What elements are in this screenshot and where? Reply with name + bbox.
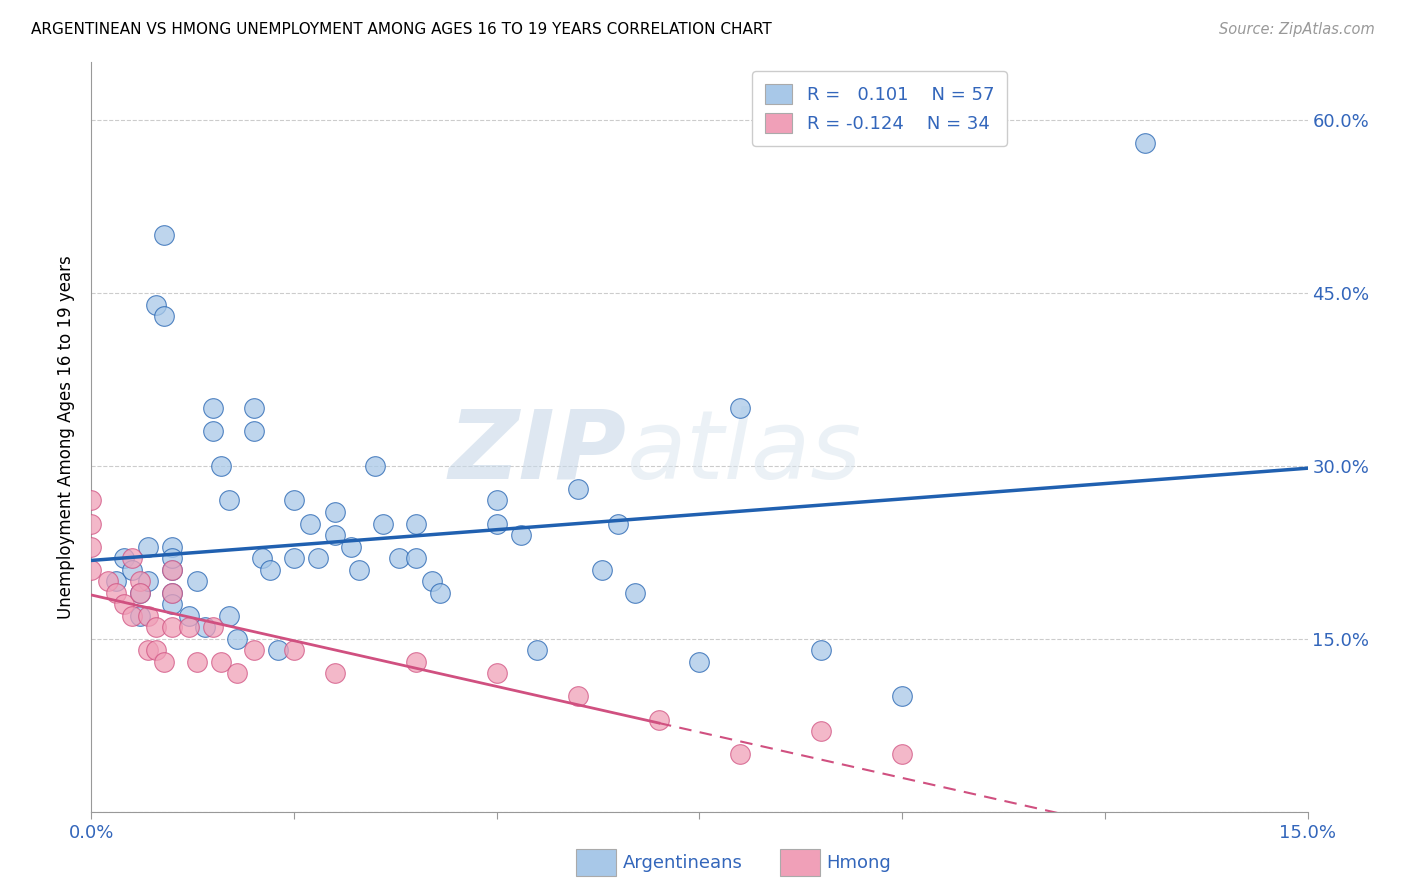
Point — [373, 516, 395, 531]
Point — [162, 551, 184, 566]
Point — [623, 585, 645, 599]
Point — [97, 574, 120, 589]
Point — [250, 551, 273, 566]
Point — [129, 585, 152, 599]
Point — [80, 540, 103, 554]
Text: Hmong: Hmong — [827, 854, 891, 871]
Point — [162, 585, 184, 599]
Point — [891, 690, 914, 704]
Point — [145, 620, 167, 634]
Point — [80, 516, 103, 531]
Point — [323, 505, 346, 519]
Point — [891, 747, 914, 761]
Point — [340, 540, 363, 554]
Point — [177, 608, 200, 623]
Point — [202, 425, 225, 439]
Point — [510, 528, 533, 542]
Point — [364, 458, 387, 473]
Point — [526, 643, 548, 657]
Point — [112, 551, 135, 566]
Point — [728, 747, 751, 761]
Point — [267, 643, 290, 657]
Point — [104, 585, 127, 599]
Point — [145, 643, 167, 657]
Point — [129, 574, 152, 589]
Point — [420, 574, 443, 589]
Point — [209, 655, 232, 669]
Point — [80, 563, 103, 577]
Point — [242, 401, 264, 416]
Y-axis label: Unemployment Among Ages 16 to 19 years: Unemployment Among Ages 16 to 19 years — [58, 255, 76, 619]
Point — [688, 655, 710, 669]
Point — [153, 309, 176, 323]
Point — [405, 551, 427, 566]
Point — [136, 540, 159, 554]
Text: ARGENTINEAN VS HMONG UNEMPLOYMENT AMONG AGES 16 TO 19 YEARS CORRELATION CHART: ARGENTINEAN VS HMONG UNEMPLOYMENT AMONG … — [31, 22, 772, 37]
Point — [162, 597, 184, 611]
Point — [202, 401, 225, 416]
Text: Argentineans: Argentineans — [623, 854, 742, 871]
Point — [162, 563, 184, 577]
Point — [145, 297, 167, 311]
Point — [648, 713, 671, 727]
Text: atlas: atlas — [627, 406, 862, 499]
Point — [136, 608, 159, 623]
Point — [259, 563, 281, 577]
Point — [591, 563, 613, 577]
Point — [347, 563, 370, 577]
Point — [121, 551, 143, 566]
Point — [388, 551, 411, 566]
Point — [186, 655, 208, 669]
Point — [162, 620, 184, 634]
Point — [136, 643, 159, 657]
Point — [810, 643, 832, 657]
Point — [728, 401, 751, 416]
Point — [162, 563, 184, 577]
Point — [307, 551, 329, 566]
Point — [202, 620, 225, 634]
Point — [405, 516, 427, 531]
Point — [177, 620, 200, 634]
Point — [405, 655, 427, 669]
Point — [607, 516, 630, 531]
Point — [485, 493, 508, 508]
Point — [218, 608, 240, 623]
Point — [209, 458, 232, 473]
Point — [104, 574, 127, 589]
Point — [429, 585, 451, 599]
Point — [162, 540, 184, 554]
Point — [810, 724, 832, 739]
Point — [567, 482, 589, 496]
Point — [242, 643, 264, 657]
Point — [283, 551, 305, 566]
Point — [485, 666, 508, 681]
Point — [485, 516, 508, 531]
Point — [226, 666, 249, 681]
Point — [129, 608, 152, 623]
Legend: R =   0.101    N = 57, R = -0.124    N = 34: R = 0.101 N = 57, R = -0.124 N = 34 — [752, 71, 1007, 145]
Point — [153, 655, 176, 669]
Point — [186, 574, 208, 589]
Text: Source: ZipAtlas.com: Source: ZipAtlas.com — [1219, 22, 1375, 37]
Point — [226, 632, 249, 646]
Point — [162, 585, 184, 599]
Point — [112, 597, 135, 611]
Point — [194, 620, 217, 634]
Point — [121, 608, 143, 623]
Point — [299, 516, 322, 531]
Text: ZIP: ZIP — [449, 406, 627, 499]
Point — [242, 425, 264, 439]
Point — [129, 585, 152, 599]
Point — [323, 666, 346, 681]
Point — [80, 493, 103, 508]
Point — [323, 528, 346, 542]
Point — [218, 493, 240, 508]
Point — [121, 563, 143, 577]
Point — [283, 493, 305, 508]
Point — [283, 643, 305, 657]
Point — [136, 574, 159, 589]
Point — [567, 690, 589, 704]
Point — [1135, 136, 1157, 150]
Point — [153, 228, 176, 243]
